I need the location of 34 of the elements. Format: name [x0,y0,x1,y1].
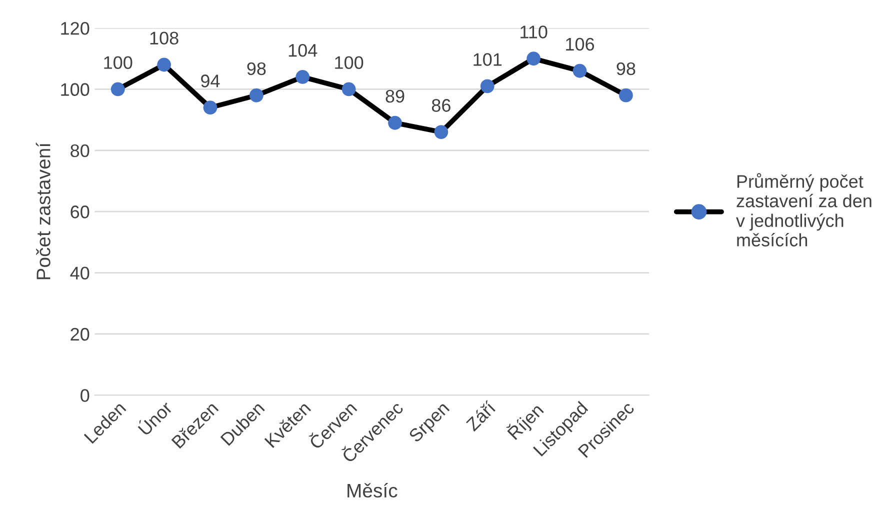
data-label: 106 [566,38,594,51]
data-label: 89 [386,90,404,103]
point [249,88,264,102]
data-label: 101 [474,53,502,66]
point [526,52,541,66]
point [342,82,356,96]
data-label: 86 [432,99,450,112]
point [203,100,218,115]
legend-label: Průměrný počet zastavení za den v jednotlivých měsících [736,173,872,246]
y-tick-label: 20 [70,328,90,341]
data-label: 108 [150,32,178,45]
data-label: 94 [201,74,220,88]
y-tick-label: 0 [80,389,90,402]
y-tick-label: 40 [70,266,90,280]
y-axis-title: Počet zastavení [36,142,50,280]
data-label: 98 [616,62,636,76]
point [480,79,494,94]
point [572,64,587,78]
y-tick-label: 60 [70,206,90,218]
point [388,116,402,130]
data-label: 98 [247,62,266,76]
x-axis-title: Měsíc [348,483,398,498]
data-label: 100 [104,56,132,69]
point [110,82,125,96]
y-tick-label: 100 [61,83,90,96]
data-label: 100 [335,56,364,69]
point [619,88,633,102]
point [157,58,171,72]
data-label: 104 [288,44,318,57]
point [434,125,448,139]
data-label: 110 [520,26,548,38]
y-tick-label: 120 [61,22,90,35]
point [296,70,310,84]
y-tick-label: 80 [70,144,90,158]
